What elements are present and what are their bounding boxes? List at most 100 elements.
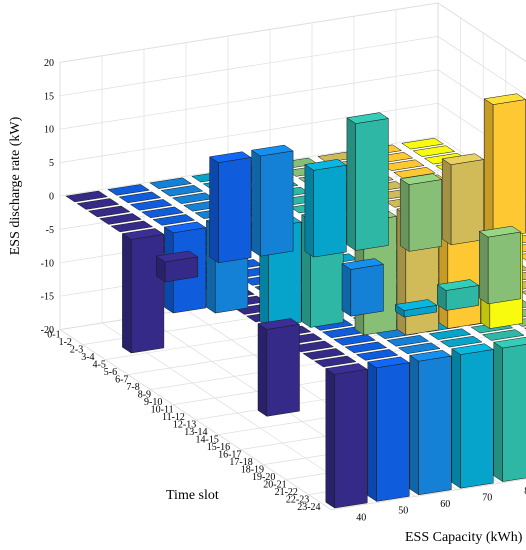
z-tick-label: -5 [46, 225, 54, 236]
bar [483, 93, 526, 239]
bar [436, 279, 480, 311]
z-tick-label: 5 [49, 158, 54, 169]
zero-tile [302, 348, 346, 360]
bar-face [441, 153, 485, 165]
zero-tile [481, 329, 525, 341]
bar-face [346, 117, 356, 251]
bar-face [209, 156, 219, 264]
bar [478, 225, 522, 305]
bar-face [460, 349, 494, 489]
bar-face [502, 344, 526, 482]
bar-face [257, 323, 268, 417]
capacity-axis-title: ESS Capacity (kWh) [405, 530, 523, 545]
time-tick-label: 22-23 [286, 494, 309, 505]
bar-face [218, 157, 252, 264]
time-tick-label: 14-15 [196, 434, 219, 445]
zero-tile [439, 335, 483, 348]
time-tick-label: 7-8 [126, 382, 139, 393]
bar-face [483, 98, 494, 239]
zero-tile [152, 214, 196, 226]
zero-tile [87, 205, 131, 218]
bar-face [367, 356, 410, 369]
z-tick-label: 15 [44, 91, 54, 102]
time-tick-label: 0-1 [47, 329, 60, 340]
bar [346, 112, 390, 251]
bar-face [399, 173, 443, 185]
time-tick-label: 2-3 [70, 344, 83, 355]
time-tick-label: 18-19 [241, 464, 264, 475]
z-axis-title: ESS discharge rate (kW) [8, 116, 23, 255]
zero-tile [107, 184, 151, 196]
bar-face [251, 149, 261, 257]
bar-face [250, 144, 294, 157]
bar [250, 144, 294, 257]
time-tick-label: 13-14 [184, 427, 207, 438]
zero-tile [355, 349, 399, 361]
time-tick-label: 3-4 [81, 352, 94, 363]
bar-face [367, 361, 377, 502]
time-tick-label: 4-5 [93, 359, 106, 370]
bar-face [346, 112, 390, 124]
bar-face [436, 279, 480, 291]
zero-tile [160, 185, 204, 197]
time-tick-label: 17-18 [229, 457, 252, 468]
bar-face [341, 258, 385, 270]
time-tick-label: 20-21 [263, 479, 286, 490]
time-tick-label: 6-7 [115, 374, 128, 385]
time-tick-label: 5-6 [104, 367, 117, 378]
zero-tile [333, 334, 377, 346]
zero-tile [110, 220, 154, 233]
bar-face [122, 233, 132, 354]
bar [409, 350, 452, 496]
bar-face [350, 264, 384, 317]
bar-face [441, 158, 452, 246]
zero-tile [129, 199, 173, 211]
bar-face [257, 318, 301, 330]
time-tick-label: 1-2 [59, 337, 72, 348]
time-tick-label: 15-16 [207, 442, 230, 453]
time-tick-label: 21-22 [275, 487, 298, 498]
bar-face [325, 363, 368, 375]
z-tick-label: 10 [44, 125, 54, 136]
bar [121, 228, 165, 354]
zero-tile [313, 355, 357, 368]
time-tick-label: 9-10 [144, 397, 162, 408]
z-tick-label: -10 [41, 258, 54, 269]
time-tick-label: 10-11 [151, 404, 174, 415]
z-tick-label: 20 [44, 58, 54, 69]
bar [208, 151, 252, 264]
bar [451, 343, 494, 489]
zero-tile [393, 167, 436, 179]
floor-grid-line [331, 478, 526, 510]
bar-face [493, 336, 526, 349]
bar-face [208, 151, 252, 163]
bar-face [155, 250, 199, 263]
zero-tile [149, 177, 193, 189]
bar-face [376, 362, 410, 502]
bar-face [408, 179, 442, 252]
z-tick-label: -15 [41, 292, 54, 303]
zero-tile [428, 328, 472, 340]
bar [399, 173, 443, 252]
bar-face [478, 225, 522, 238]
capacity-tick-label: 70 [482, 493, 492, 504]
bar-face [409, 350, 452, 362]
zero-tile [99, 213, 142, 225]
time-tick-label: 8-9 [138, 389, 151, 400]
z-tick-label: -20 [41, 325, 54, 336]
bar-face [121, 228, 165, 240]
bar [304, 159, 348, 258]
capacity-tick-label: 60 [440, 499, 450, 510]
bar-face [355, 118, 389, 251]
bar-face [492, 99, 526, 239]
time-tick-label: 23-24 [297, 502, 320, 513]
bar-face [260, 150, 294, 257]
bar-face [487, 231, 522, 305]
bar-face [394, 299, 438, 311]
bar [155, 250, 199, 283]
capacity-tick-label: 40 [356, 512, 366, 523]
tick-labels: 20151050-5-10-15-200-11-22-33-44-55-66-7… [41, 58, 526, 523]
time-tick-label: 11-12 [162, 412, 185, 423]
